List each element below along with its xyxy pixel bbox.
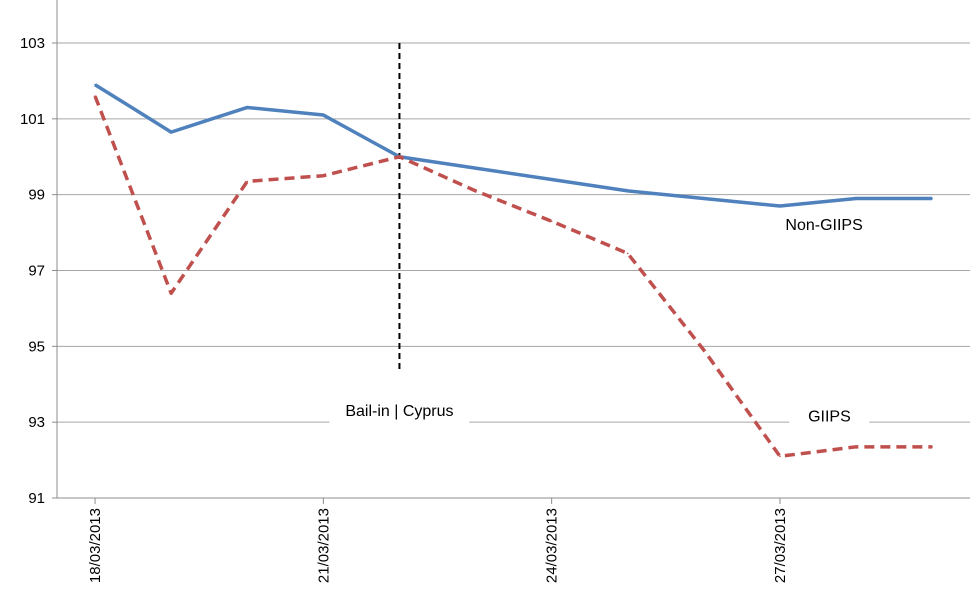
y-tick-label: 91	[28, 490, 45, 507]
y-axis-tick-labels: 91 93 95 97 99 101 103	[20, 35, 45, 507]
event-marker	[329, 43, 470, 429]
data-point	[474, 167, 477, 169]
data-point	[474, 190, 477, 192]
data-point	[931, 446, 933, 448]
series-label: GIIPS	[808, 408, 851, 425]
data-point	[931, 197, 933, 200]
x-tick-label: 27/03/2013	[772, 508, 789, 583]
x-tick-label: 21/03/2013	[315, 508, 332, 583]
y-tick-label: 95	[28, 338, 45, 355]
event-label-background	[329, 388, 470, 429]
data-point	[626, 190, 629, 192]
data-point	[322, 174, 325, 177]
axes	[52, 0, 970, 504]
data-point	[855, 446, 857, 448]
data-point	[626, 252, 629, 255]
data-point	[246, 106, 249, 109]
series-line-giips	[93, 95, 933, 459]
data-point	[855, 197, 857, 200]
label-background	[789, 401, 870, 430]
series-line-non-giips	[94, 83, 933, 208]
data-point	[779, 205, 781, 207]
x-tick-label: 24/03/2013	[544, 508, 561, 583]
data-point	[550, 178, 553, 181]
data-point	[94, 95, 96, 97]
annotations: Bail-in | Cyprus Non-GIIPS GIIPS	[345, 217, 870, 430]
data-point	[94, 83, 96, 86]
y-tick-label: 97	[28, 263, 45, 280]
data-point	[398, 155, 401, 158]
data-point	[703, 197, 705, 200]
data-point	[322, 114, 325, 116]
data-point	[779, 455, 781, 458]
data-point	[170, 131, 172, 133]
series-lines	[93, 83, 933, 459]
y-tick-label: 101	[20, 111, 45, 128]
x-axis-tick-labels: 18/03/2013 21/03/2013 24/03/2013 27/03/2013	[87, 508, 789, 583]
event-label: Bail-in | Cyprus	[345, 403, 453, 420]
data-point	[550, 220, 553, 223]
series-label: Non-GIIPS	[785, 217, 862, 234]
data-point	[703, 349, 705, 351]
y-tick-label: 103	[20, 35, 45, 52]
y-tick-label: 99	[28, 187, 45, 204]
y-tick-label: 93	[28, 414, 45, 431]
data-point	[246, 180, 249, 183]
x-tick-label: 18/03/2013	[87, 508, 104, 583]
data-point	[170, 292, 172, 295]
